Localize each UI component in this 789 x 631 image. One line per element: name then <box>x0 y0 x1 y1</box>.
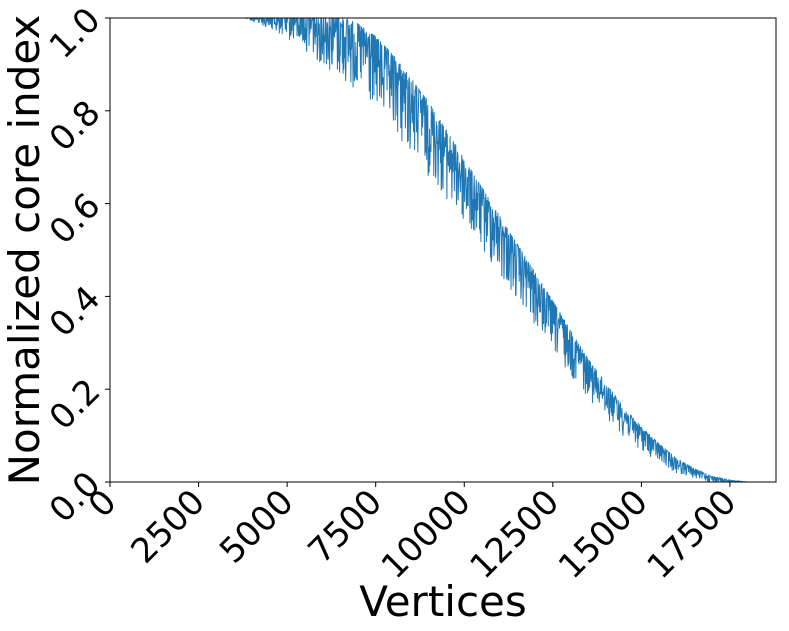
y-tick-label: 0.4 <box>42 278 109 345</box>
y-axis-label: Normalized core index <box>0 15 49 486</box>
x-tick-label: 17500 <box>640 482 745 587</box>
y-tick-label: 0.2 <box>42 371 109 438</box>
y-tick-label: 0.6 <box>42 186 109 253</box>
series-line <box>109 17 777 483</box>
x-tick-label: 2500 <box>123 482 212 571</box>
x-tick-label: 5000 <box>212 482 301 571</box>
x-tick-label: 12500 <box>462 482 567 587</box>
x-tick-label: 10000 <box>374 482 479 587</box>
y-tick-label: 0.0 <box>42 464 109 531</box>
x-axis-label: Vertices <box>359 577 527 626</box>
y-tick-label: 0.8 <box>42 93 109 160</box>
x-tick-label: 15000 <box>551 482 656 587</box>
plot-area <box>109 17 777 483</box>
y-axis: 0.0 0.2 0.4 0.6 0.8 1.0 <box>42 0 110 531</box>
y-tick-label: 1.0 <box>42 0 109 67</box>
plot-frame <box>109 17 777 483</box>
